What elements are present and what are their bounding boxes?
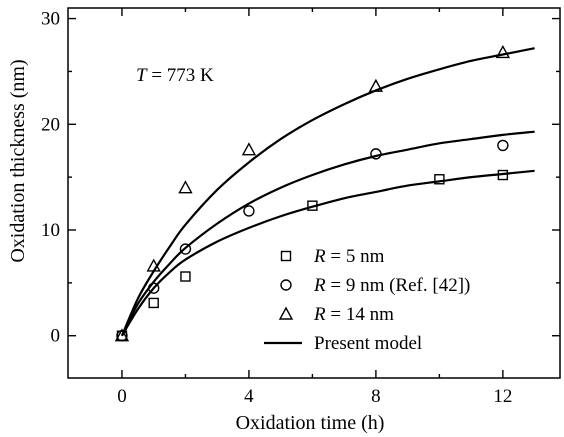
data-point-triangle bbox=[368, 78, 384, 92]
legend-rest: = 5 nm bbox=[326, 246, 385, 267]
x-tick-label: 0 bbox=[117, 386, 127, 407]
legend-rest: = 9 nm (Ref. [42]) bbox=[326, 275, 471, 296]
legend-marker-square bbox=[280, 250, 292, 262]
data-point-square bbox=[307, 200, 318, 211]
data-markers bbox=[114, 44, 511, 342]
legend-label: R = 9 nm (Ref. [42]) bbox=[313, 275, 470, 296]
legend-label-model: Present model bbox=[314, 333, 422, 354]
model-curve bbox=[121, 169, 535, 337]
y-tick-label: 10 bbox=[41, 220, 60, 241]
data-point-circle bbox=[497, 139, 509, 152]
y-tick-label: 30 bbox=[41, 9, 60, 30]
data-point-square bbox=[148, 297, 159, 309]
annotation-temperature: T = 773 K bbox=[136, 65, 214, 86]
x-tick-label: 8 bbox=[371, 386, 381, 407]
annotation-var: T bbox=[136, 65, 148, 86]
y-tick-label: 20 bbox=[41, 114, 60, 135]
tick-labels: 0 4 8 12 0 10 20 30 bbox=[41, 9, 512, 407]
legend-marker-circle bbox=[280, 279, 292, 291]
data-point-triangle bbox=[495, 44, 511, 59]
legend-marker-triangle bbox=[278, 306, 294, 320]
legend-var: R bbox=[313, 304, 326, 325]
model-curve bbox=[120, 130, 535, 337]
legend-rest: = 14 nm bbox=[326, 304, 394, 325]
data-point-circle bbox=[370, 148, 382, 160]
x-tick-label: 4 bbox=[244, 386, 254, 407]
data-point-square bbox=[434, 174, 445, 185]
y-tick-label: 0 bbox=[51, 326, 61, 347]
data-point-circle bbox=[179, 243, 192, 255]
data-point-triangle bbox=[178, 180, 193, 194]
data-point-circle bbox=[148, 282, 160, 294]
legend-label: R = 5 nm bbox=[313, 246, 385, 267]
model-curve bbox=[120, 47, 535, 337]
legend-var: R bbox=[313, 275, 326, 296]
annotation-rest: = 773 K bbox=[147, 65, 214, 86]
legend-label: R = 14 nm bbox=[313, 304, 394, 325]
axis-ticks bbox=[68, 8, 560, 378]
legend: R = 5 nmR = 9 nm (Ref. [42])R = 14 nmPre… bbox=[264, 246, 470, 354]
legend-var: R bbox=[313, 246, 326, 267]
data-point-triangle bbox=[114, 328, 130, 342]
data-point-circle bbox=[243, 205, 255, 217]
model-curves bbox=[120, 47, 535, 337]
y-axis-title: Oxidation thickness (nm) bbox=[7, 59, 29, 262]
data-point-square bbox=[180, 271, 191, 282]
data-point-square bbox=[497, 169, 509, 181]
plot-frame bbox=[67, 7, 561, 379]
x-tick-label: 12 bbox=[493, 386, 512, 407]
x-axis-title: Oxidation time (h) bbox=[236, 412, 385, 434]
data-point-triangle bbox=[241, 142, 257, 156]
data-point-triangle bbox=[146, 258, 161, 272]
